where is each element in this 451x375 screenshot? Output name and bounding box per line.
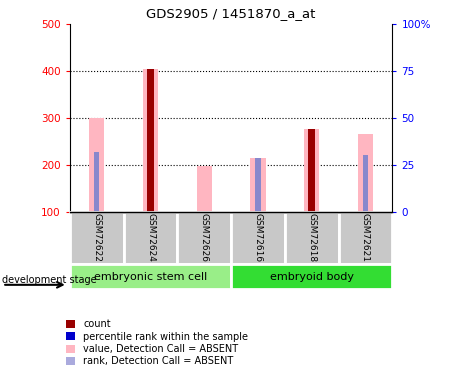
Bar [147, 69, 154, 212]
Text: GSM72616: GSM72616 [253, 213, 262, 262]
Bar [70, 264, 231, 289]
Text: embryonic stem cell: embryonic stem cell [94, 272, 207, 282]
Bar [304, 129, 319, 212]
Text: GSM72624: GSM72624 [146, 213, 155, 261]
Bar [250, 158, 266, 212]
Bar [309, 154, 314, 212]
Bar [358, 134, 373, 212]
Bar [339, 212, 392, 264]
Bar [177, 212, 231, 264]
Bar [148, 145, 153, 212]
Text: GSM72626: GSM72626 [200, 213, 209, 262]
Bar [143, 69, 158, 212]
Text: GSM72621: GSM72621 [361, 213, 370, 262]
Text: embryoid body: embryoid body [270, 272, 354, 282]
Legend: count, percentile rank within the sample, value, Detection Call = ABSENT, rank, : count, percentile rank within the sample… [66, 319, 248, 366]
Bar [363, 155, 368, 212]
Text: GSM72622: GSM72622 [92, 213, 101, 261]
Bar [255, 158, 261, 212]
Bar [89, 118, 104, 212]
Text: GSM72618: GSM72618 [307, 213, 316, 262]
Bar [70, 212, 124, 264]
Bar [308, 129, 315, 212]
Bar [231, 212, 285, 264]
Bar [285, 212, 339, 264]
Bar [197, 166, 212, 212]
Title: GDS2905 / 1451870_a_at: GDS2905 / 1451870_a_at [147, 8, 316, 20]
Text: development stage: development stage [2, 275, 97, 285]
Bar [124, 212, 177, 264]
Bar [231, 264, 392, 289]
Bar [94, 152, 100, 212]
